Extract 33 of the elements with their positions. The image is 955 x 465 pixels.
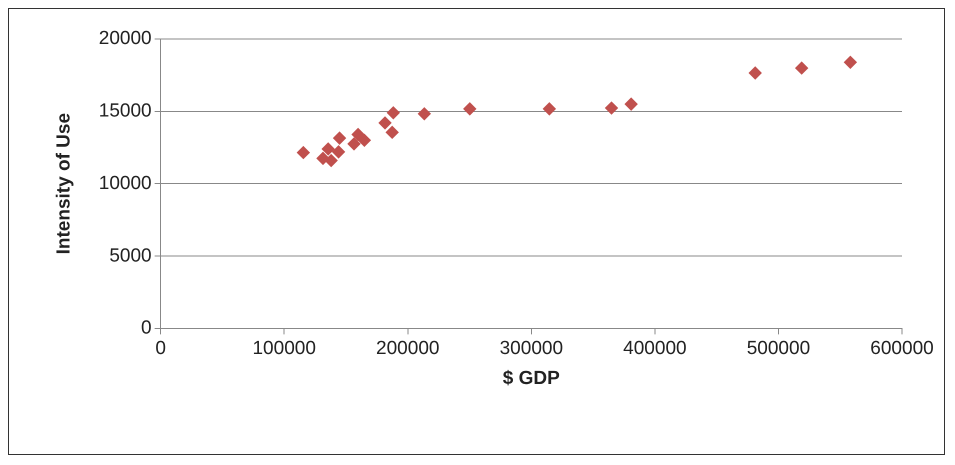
point bbox=[542, 102, 556, 116]
point bbox=[358, 134, 371, 147]
point bbox=[352, 128, 365, 141]
x-tick-label: 300000 bbox=[500, 338, 564, 360]
point bbox=[333, 132, 346, 145]
x-tick-label: 500000 bbox=[746, 338, 810, 360]
point bbox=[348, 137, 361, 150]
point bbox=[322, 142, 335, 156]
y-axis-title: Intensity of Use bbox=[54, 112, 75, 254]
x-axis-title: $ GDP bbox=[502, 368, 560, 389]
x-tick-label: 100000 bbox=[252, 338, 316, 360]
point bbox=[418, 107, 431, 120]
y-tick-label: 0 bbox=[141, 318, 152, 339]
point bbox=[324, 154, 338, 168]
point bbox=[386, 126, 399, 139]
point bbox=[463, 102, 476, 116]
x-tick-label: 200000 bbox=[376, 338, 440, 360]
point bbox=[844, 56, 857, 69]
point bbox=[296, 146, 310, 160]
y-tick-label: 20000 bbox=[98, 28, 152, 50]
x-tick-label: 0 bbox=[155, 338, 166, 360]
y-tick-label: 15000 bbox=[98, 100, 152, 122]
y-tick-label: 5000 bbox=[109, 245, 152, 266]
point bbox=[378, 116, 392, 130]
point bbox=[624, 98, 638, 111]
point bbox=[386, 106, 400, 120]
x-tick-label: 400000 bbox=[623, 338, 687, 360]
point bbox=[795, 62, 808, 75]
point bbox=[748, 66, 762, 80]
point bbox=[332, 145, 346, 158]
x-tick-label: 600000 bbox=[870, 338, 934, 360]
y-tick-label: 10000 bbox=[98, 172, 152, 194]
point bbox=[605, 102, 618, 115]
